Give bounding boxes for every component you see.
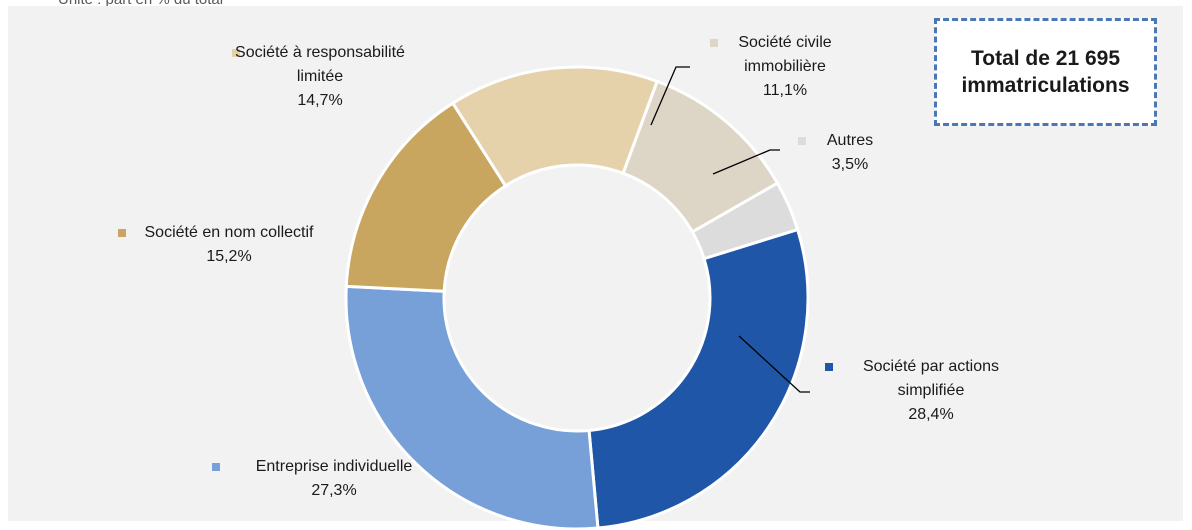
donut-slice [587,227,810,530]
leader-line [650,66,690,126]
donut-slice [690,181,800,261]
slice-category-label: Société civile [738,34,831,51]
legend-marker [118,229,126,237]
slice-value-label: 3,5% [832,156,868,173]
total-line-1: Total de 21 695 [970,47,1120,70]
slice-value-label: 27,3% [311,482,356,499]
total-line-2: immatriculations [961,74,1130,97]
slice-category-label: Société à responsabilité [235,44,405,61]
slice-value-label: 14,7% [297,92,342,109]
donut-slices [344,65,810,530]
unit-note: Unité : part en % du total [58,0,223,8]
slice-category-label: Société en nom collectif [145,224,315,241]
slice-value-label: 15,2% [206,248,251,265]
donut-slice [344,284,600,530]
slice-category-label: immobilière [744,58,826,75]
slice-value-label: 28,4% [908,406,953,423]
legend-marker [212,463,220,471]
legend-marker [825,363,833,371]
slice-value-label: 11,1% [763,82,807,99]
legend-marker [710,39,718,47]
legend-marker [798,137,806,145]
slice-category-label: limitée [297,68,343,85]
legend-marker [232,49,240,57]
slice-category-label: Société par actions [863,358,999,375]
leader-line [738,335,810,393]
leader-line [712,149,780,175]
slice-category-label: Autres [827,132,873,149]
total-registrations-box: Total de 21 695 immatriculations [934,18,1157,126]
slice-category-label: simplifiée [898,382,965,399]
slice-category-label: Entreprise individuelle [256,458,413,475]
